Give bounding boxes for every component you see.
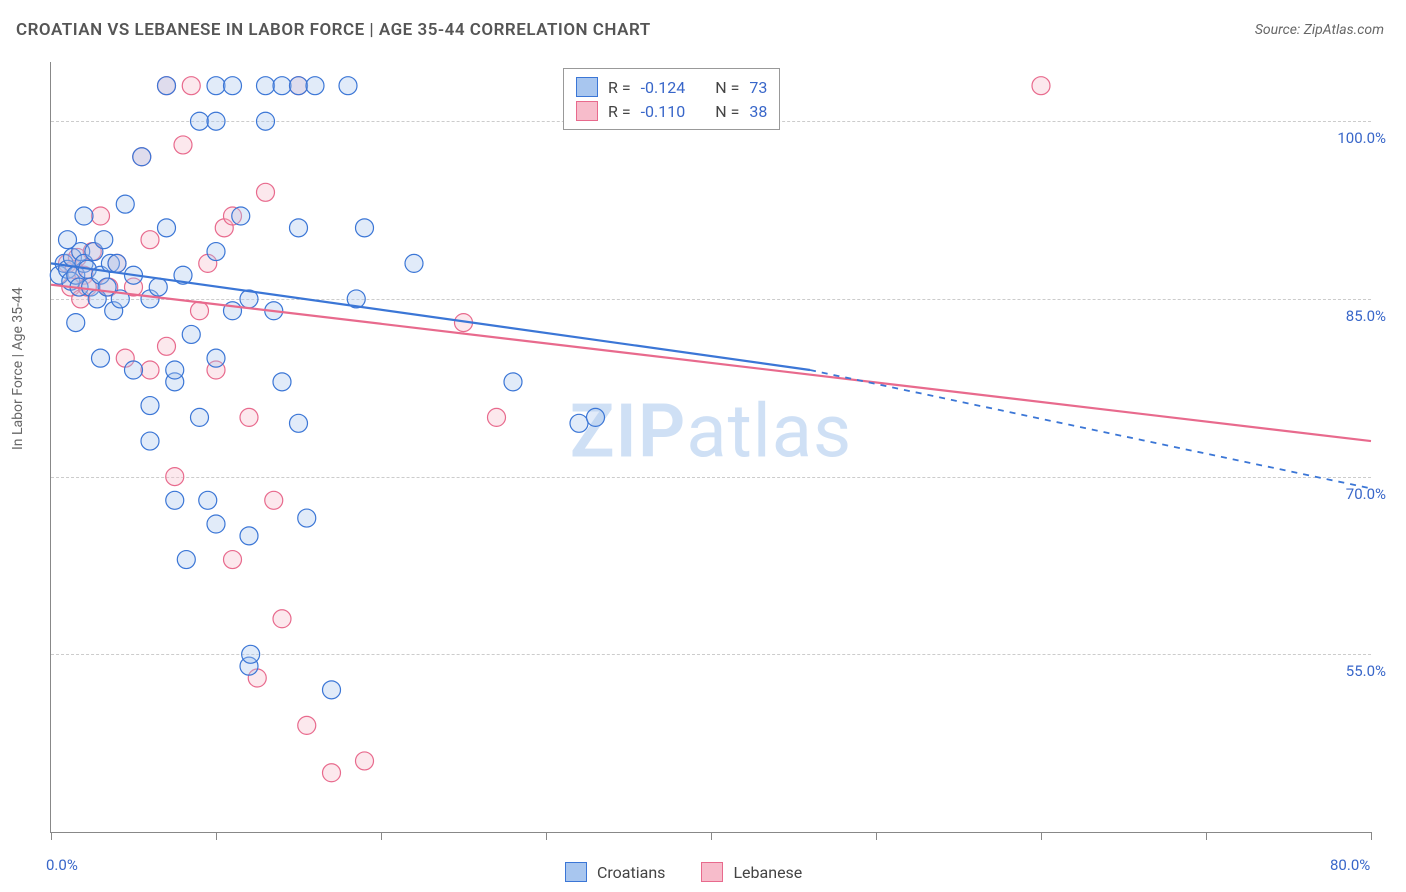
lebanese-point: [174, 136, 192, 154]
croatians-point: [158, 219, 176, 237]
croatians-point: [108, 254, 126, 272]
croatians-point: [323, 681, 341, 699]
x-tick-80: 80.0%: [1330, 856, 1370, 874]
croatians-point: [290, 414, 308, 432]
croatians-point: [116, 195, 134, 213]
croatians-point: [356, 219, 374, 237]
y-axis-label: In Labor Force | Age 35-44: [10, 287, 26, 450]
legend-item-lebanese: Lebanese: [701, 862, 802, 882]
croatians-point: [207, 349, 225, 367]
correlation-chart: CROATIAN VS LEBANESE IN LABOR FORCE | AG…: [0, 0, 1406, 892]
lebanese-point: [166, 468, 184, 486]
lebanese-point: [1032, 77, 1050, 95]
croatians-point: [177, 551, 195, 569]
legend-row-lebanese: R = -0.110 N = 38: [576, 99, 767, 123]
lebanese-point: [488, 408, 506, 426]
croatians-point: [133, 148, 151, 166]
lebanese-point: [240, 408, 258, 426]
lebanese-point: [265, 491, 283, 509]
croatians-point: [405, 254, 423, 272]
chart-title: CROATIAN VS LEBANESE IN LABOR FORCE | AG…: [16, 20, 651, 40]
lebanese-point: [182, 77, 200, 95]
legend-row-croatians: R = -0.124 N = 73: [576, 75, 767, 99]
series-legend: Croatians Lebanese: [565, 862, 802, 882]
croatians-point: [207, 243, 225, 261]
croatians-point: [191, 112, 209, 130]
lebanese-point: [141, 231, 159, 249]
croatians-point: [75, 207, 93, 225]
croatians-point: [290, 77, 308, 95]
croatians-point: [570, 414, 588, 432]
y-tick-85: 85.0%: [1346, 307, 1386, 325]
croatians-point: [306, 77, 324, 95]
croatians-point: [587, 408, 605, 426]
croatians-point: [67, 314, 85, 332]
croatians-point: [158, 77, 176, 95]
croatians-point: [95, 231, 113, 249]
croatians-point: [504, 373, 522, 391]
croatians-point: [199, 491, 217, 509]
croatians-point: [339, 77, 357, 95]
croatians-point: [182, 325, 200, 343]
y-tick-70: 70.0%: [1346, 485, 1386, 503]
croatians-point: [166, 361, 184, 379]
swatch-lebanese-icon: [701, 862, 723, 882]
croatians-point: [273, 77, 291, 95]
lebanese-point: [191, 302, 209, 320]
lebanese-point: [323, 764, 341, 782]
croatians-point: [149, 278, 167, 296]
swatch-croatians: [576, 77, 598, 97]
croatians-point: [207, 77, 225, 95]
croatians-point: [125, 361, 143, 379]
swatch-lebanese: [576, 101, 598, 121]
croatians-point: [240, 527, 258, 545]
plot-area: ZIPatlas: [50, 62, 1371, 833]
croatians-point: [141, 397, 159, 415]
croatians-point: [257, 112, 275, 130]
croatians-point: [232, 207, 250, 225]
lebanese-point: [224, 551, 242, 569]
croatians-point: [166, 491, 184, 509]
croatians-regression-extrapolation: [810, 370, 1371, 488]
y-tick-55: 55.0%: [1346, 662, 1386, 680]
croatians-point: [290, 219, 308, 237]
croatians-point: [242, 645, 260, 663]
x-tick-0: 0.0%: [46, 856, 78, 874]
source-attribution: Source: ZipAtlas.com: [1255, 22, 1384, 38]
lebanese-point: [273, 610, 291, 628]
legend-item-croatians: Croatians: [565, 862, 665, 882]
croatians-point: [191, 408, 209, 426]
lebanese-point: [257, 183, 275, 201]
croatians-point: [224, 77, 242, 95]
croatians-point: [207, 112, 225, 130]
croatians-point: [141, 432, 159, 450]
croatians-point: [207, 515, 225, 533]
lebanese-point: [298, 716, 316, 734]
croatians-point: [92, 349, 110, 367]
plot-svg: [51, 62, 1371, 832]
croatians-point: [273, 373, 291, 391]
lebanese-point: [158, 337, 176, 355]
y-tick-100: 100.0%: [1337, 129, 1386, 147]
croatians-point: [59, 231, 77, 249]
lebanese-point: [356, 752, 374, 770]
correlation-legend: R = -0.124 N = 73 R = -0.110 N = 38: [563, 68, 780, 130]
croatians-point: [257, 77, 275, 95]
lebanese-point: [141, 361, 159, 379]
swatch-croatians-icon: [565, 862, 587, 882]
croatians-point: [298, 509, 316, 527]
lebanese-point: [92, 207, 110, 225]
